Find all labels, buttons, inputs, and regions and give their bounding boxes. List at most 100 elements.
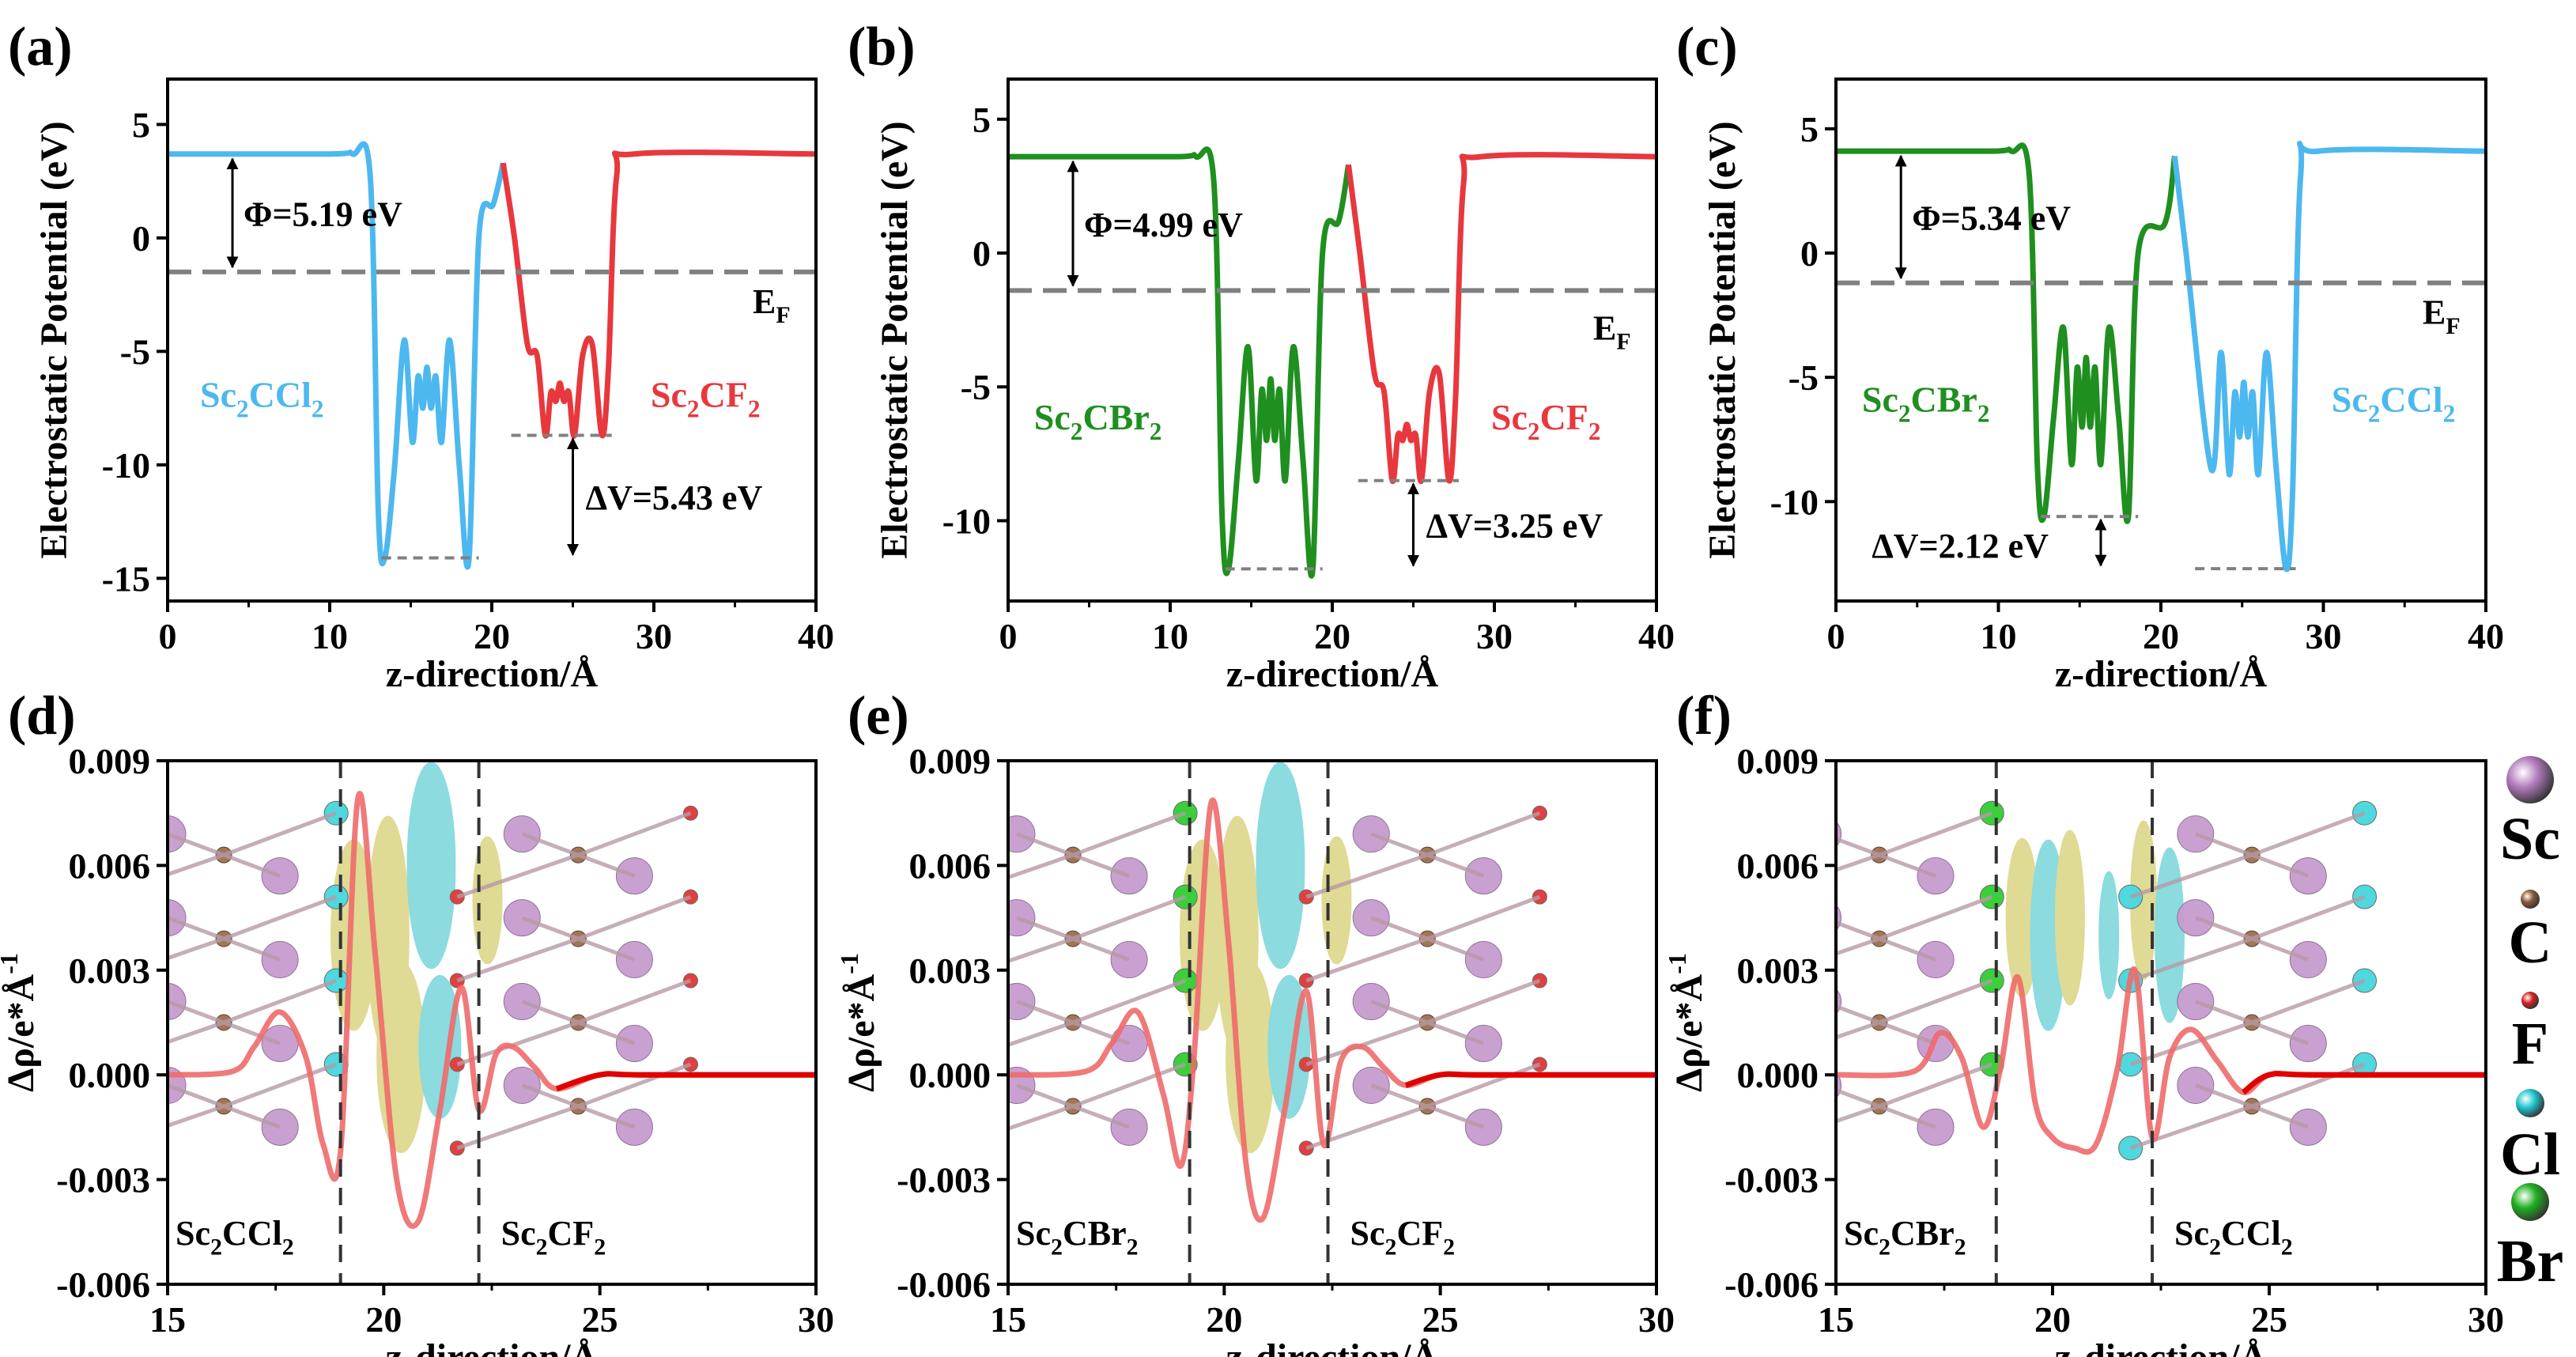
bond (577, 1104, 636, 1129)
bond (1426, 811, 1541, 857)
panels: Φ=5.19 eV ΔV=5.43 eV EF Sc2CCl2 Sc2CF2 0 10 20 3… (0, 17, 2504, 1357)
bond (2251, 811, 2366, 857)
fermi-label: EF (2423, 293, 2461, 339)
plot-area (940, 762, 1656, 1223)
phi-label: Φ=5.34 eV (1912, 198, 2071, 237)
sphere-sc-icon (2506, 756, 2554, 803)
atom-bonds (168, 811, 692, 1151)
bond (223, 936, 281, 962)
y-tick-label: -0.006 (897, 1264, 991, 1305)
layer-label-left: Sc2CBr2 (1016, 1214, 1139, 1260)
iso-cyan (2098, 871, 2120, 1000)
bond (521, 916, 580, 941)
bond (1370, 832, 1429, 857)
y-tick-label: -5 (120, 331, 150, 372)
bond (1072, 1104, 1130, 1129)
panel-f: Sc2CBr2 Sc2CCl2 15 20 25 30 0.009 0.006 0.003 0.0… (1663, 686, 2504, 1357)
y-tick-label: -10 (1770, 482, 1819, 522)
x-tick-label: 30 (798, 1299, 834, 1340)
charge-diff-curve (1836, 966, 2486, 1155)
legend-item: Br (2497, 1183, 2563, 1295)
atom-sc (168, 815, 187, 853)
potential-curve-right (500, 149, 816, 439)
x-tick-label: 15 (149, 1299, 186, 1340)
bond (577, 1020, 636, 1045)
panel-label: (e) (848, 686, 909, 747)
x-axis-label: z-direction/Å (386, 1336, 599, 1357)
y-tick-label: -15 (102, 558, 150, 599)
bond (1008, 852, 1074, 880)
y-tick-label: -5 (1788, 357, 1819, 398)
charge-diff-curve (168, 791, 816, 1229)
bond (2251, 1020, 2310, 1045)
bond (1370, 1083, 1429, 1109)
bond (1878, 1020, 1936, 1045)
bond (1016, 832, 1074, 857)
layer-label-left: Sc2CBr2 (1862, 380, 1990, 428)
bond (1008, 1020, 1074, 1048)
iso-cyan (406, 762, 456, 970)
bond (2251, 978, 2366, 1025)
bond (168, 852, 225, 877)
bond (1370, 1000, 1429, 1025)
y-axis-label: Electrostatic Potential (eV) (33, 121, 75, 559)
y-tick-label: 0.000 (69, 1055, 151, 1095)
bond (1878, 1062, 1993, 1109)
bond (223, 894, 338, 941)
bond (577, 894, 692, 941)
plot-area (91, 762, 816, 1229)
atom-br (1746, 1136, 1770, 1160)
fermi-label: EF (753, 282, 791, 328)
atom-br (940, 885, 964, 909)
layer-label-left: Sc2CBr2 (1034, 397, 1162, 445)
y-tick-label: -10 (942, 501, 991, 541)
bond (1426, 1104, 1485, 1129)
atom-legend: Sc CF Cl Br (2497, 756, 2563, 1295)
bond (1878, 1104, 1936, 1129)
bond (168, 1104, 225, 1128)
bond (1878, 894, 1993, 941)
y-tick-label: 0.006 (1737, 845, 1819, 886)
y-tick-label: -0.003 (56, 1160, 150, 1200)
x-tick-label: 20 (2034, 1299, 2071, 1340)
bond (168, 832, 225, 857)
bond (456, 1020, 580, 1067)
bond (2251, 936, 2310, 962)
x-tick-label: 25 (1422, 1299, 1459, 1340)
dv-label: ΔV=3.25 eV (1426, 507, 1603, 546)
bond (577, 852, 636, 878)
y-axis-label: Electrostatic Potential (eV) (874, 121, 916, 559)
axes-frame (166, 77, 818, 603)
y-tick-label: 5 (973, 100, 991, 140)
panel-label: (a) (8, 17, 73, 77)
y-tick-label: 0.000 (1737, 1055, 1819, 1095)
layer-label-right: Sc2CF2 (501, 1214, 606, 1260)
atom-cl (91, 885, 115, 909)
bond (1072, 811, 1187, 857)
bond (223, 978, 338, 1025)
bond (1836, 1104, 1880, 1124)
bond (1072, 852, 1130, 878)
x-axis-label: z-direction/Å (2055, 1336, 2268, 1357)
bond (1008, 936, 1074, 964)
bond (1878, 811, 1993, 857)
layer-label-left: Sc2CCl2 (176, 1214, 294, 1260)
x-tick-label: 20 (474, 616, 510, 656)
charge-diff-tail (555, 1071, 816, 1092)
panel-label: (c) (1676, 17, 1738, 77)
y-tick-label: -5 (961, 367, 991, 407)
bond (1426, 852, 1485, 878)
layer-label-left: Sc2CCl2 (200, 375, 324, 423)
y-tick-label: -0.003 (1724, 1160, 1819, 1200)
panel-b: Φ=4.99 eV ΔV=3.25 eV EF Sc2CBr2 Sc2CF2 0 10 20 3… (848, 17, 1675, 695)
bond (168, 1083, 225, 1109)
legend-label: C (2509, 909, 2552, 976)
bond (168, 1020, 225, 1045)
x-tick-label: 15 (990, 1299, 1026, 1340)
layer-label-right: Sc2CF2 (1491, 397, 1601, 445)
x-tick-label: 30 (1476, 616, 1513, 656)
dv-label: ΔV=5.43 eV (586, 478, 763, 517)
bond (1072, 936, 1130, 962)
isosurface (2005, 820, 2185, 1031)
bond (1072, 978, 1187, 1025)
